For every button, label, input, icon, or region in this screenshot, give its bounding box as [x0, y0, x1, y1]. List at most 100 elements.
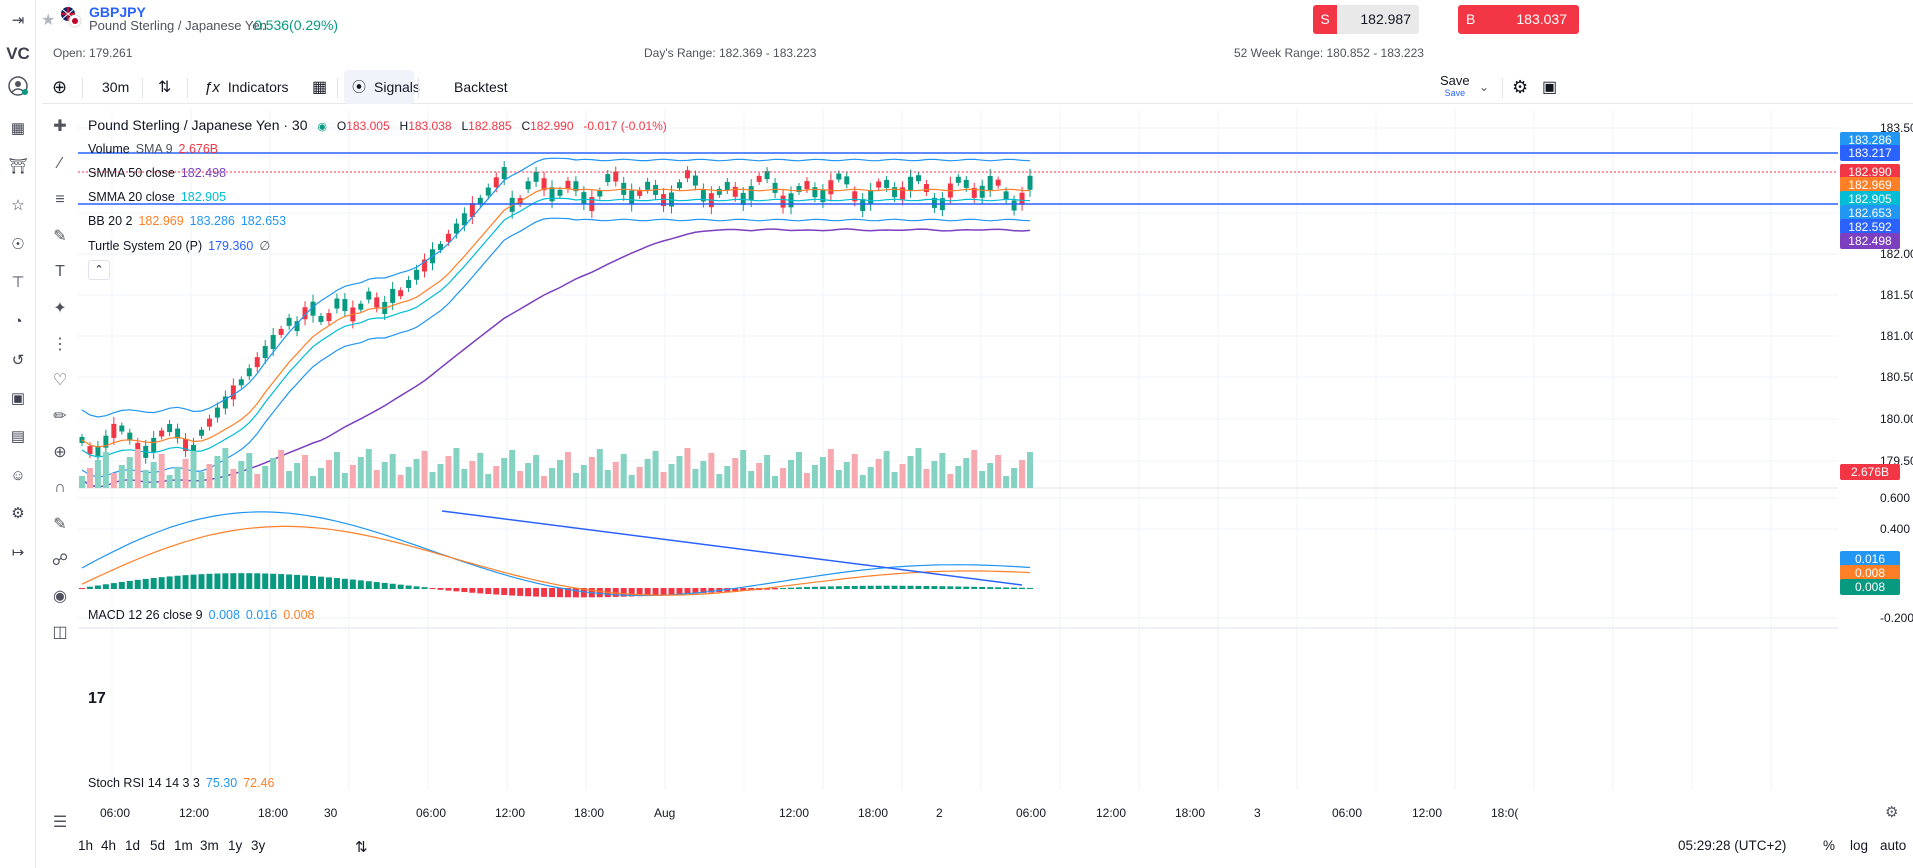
history-icon[interactable]: ↺ [11, 352, 25, 369]
range-button-1y[interactable]: 1y [228, 838, 243, 853]
wallet-icon[interactable]: ▤ [10, 428, 26, 445]
macd-hist-bar [1011, 587, 1018, 589]
range-button-1m[interactable]: 1m [174, 838, 193, 853]
macd-hist-bar [238, 573, 245, 589]
bank-icon[interactable]: ⛩ [8, 158, 28, 175]
price-axis[interactable]: 183.500 182.000 181.500 181.000 180.500 180.0… [1840, 110, 1913, 790]
pattern-icon[interactable]: ✦ [53, 300, 67, 317]
range-button-3y[interactable]: 3y [251, 838, 266, 853]
signals-button[interactable]: ⦿ Signals [344, 70, 420, 104]
star-icon[interactable]: ☆ [11, 197, 25, 214]
ruler-icon[interactable]: ✏ [53, 408, 67, 425]
favorite-star-icon[interactable]: ★ [41, 12, 56, 29]
volume-bar [748, 471, 755, 488]
document-icon[interactable]: ▣ [10, 390, 26, 407]
trash-icon[interactable]: ◫ [52, 624, 68, 641]
add-symbol-icon[interactable]: ⊕ [52, 76, 68, 97]
search-user-icon[interactable]: ☉ [11, 236, 25, 253]
settings-gear-icon[interactable]: ⚙ [1885, 804, 1899, 821]
macd-hist-bar [803, 587, 810, 589]
dashboard-icon[interactable]: ▦ [10, 120, 26, 137]
gear-icon[interactable]: ⚙ [1512, 76, 1529, 97]
volume-bar [644, 459, 651, 488]
volume-bar [971, 450, 978, 488]
layers-icon[interactable]: ☰ [52, 814, 68, 831]
horizontal-lines-icon[interactable]: ≡ [55, 191, 65, 208]
macd-axis-label: 0.600 [1880, 491, 1911, 505]
candle-body [836, 173, 842, 180]
candle-body [533, 171, 539, 182]
signal-wave-icon: ⦿ [352, 79, 366, 95]
volume-bar [572, 473, 579, 488]
lock-icon[interactable]: ☍ [51, 552, 69, 569]
macd-hist-bar [859, 585, 866, 589]
auto-toggle[interactable]: auto [1880, 838, 1907, 853]
profile-avatar-icon[interactable] [6, 74, 30, 98]
range-button-1d[interactable]: 1d [125, 838, 141, 853]
magnet-icon[interactable]: ∩ [54, 479, 66, 496]
volume-bar [883, 451, 890, 488]
symbol-ticker[interactable]: GBPJPY [89, 4, 146, 20]
templates-icon[interactable]: ▦ [312, 79, 328, 96]
range-button-3m[interactable]: 3m [200, 838, 219, 853]
range-button-4h[interactable]: 4h [101, 838, 117, 853]
range-button-5d[interactable]: 5d [150, 838, 166, 853]
legend-volume[interactable]: Volume SMA 9 2.676B [88, 142, 224, 156]
deposit-icon[interactable]: ⊤ [11, 274, 25, 291]
candle-body [1003, 191, 1009, 200]
heart-icon[interactable]: ♡ [52, 372, 68, 389]
candle-body [422, 259, 428, 272]
price-chart-canvas[interactable] [78, 110, 1838, 790]
eye-icon[interactable]: ◉ [53, 588, 67, 605]
volume-bar [262, 466, 269, 488]
buy-button[interactable]: B 183.037 [1458, 5, 1579, 34]
zoom-in-icon[interactable]: ⊕ [53, 444, 67, 461]
volume-bar [94, 460, 101, 488]
macd-hist-bar [612, 588, 619, 597]
percent-toggle[interactable]: % [1823, 838, 1836, 853]
collapse-arrow-icon[interactable]: ⇥ [11, 12, 25, 29]
chart-area[interactable]: Pound Sterling / Japanese Yen · 30 ◉ O18… [78, 110, 1838, 790]
macd-hist-bar [310, 576, 317, 589]
logout-icon[interactable]: ↦ [11, 544, 25, 561]
candle-body [844, 176, 850, 185]
candle-type-icon[interactable]: ⇅ [158, 79, 172, 96]
volume-bar [485, 474, 492, 488]
text-icon[interactable]: T [55, 263, 65, 280]
interval-button[interactable]: 30m [102, 79, 130, 95]
collapse-legend-button[interactable]: ⌃ [88, 260, 110, 280]
legend-macd[interactable]: MACD 12 26 close 9 0.008 0.016 0.008 [88, 608, 320, 622]
clock-display[interactable]: 05:29:28 (UTC+2) [1678, 838, 1787, 853]
legend-bb[interactable]: BB 20 2 182.969 183.286 182.653 [88, 214, 292, 228]
log-toggle[interactable]: log [1850, 838, 1869, 853]
brand-logo[interactable]: VC [6, 44, 30, 63]
macd-hist-bar [939, 586, 946, 589]
volume-bar [780, 468, 787, 488]
macd-hist-bar [150, 578, 157, 589]
pencil-icon[interactable]: ✎ [53, 516, 67, 533]
time-axis[interactable]: 06:00 12:00 18:00 30 06:00 12:00 18:00 Aug 12:00… [78, 800, 1913, 826]
legend-smma50[interactable]: SMMA 50 close 182.498 [88, 166, 232, 180]
indicators-button[interactable]: ƒx Indicators [204, 70, 289, 104]
range-button-1h[interactable]: 1h [78, 838, 94, 853]
macd-hist-bar [676, 588, 683, 595]
save-button[interactable]: Save Save [1440, 70, 1470, 104]
crosshair-icon[interactable]: ✚ [53, 118, 67, 135]
fib-icon[interactable]: ⋮ [52, 336, 68, 353]
time-axis-label: 06:00 [1332, 806, 1363, 820]
backtest-button[interactable]: Backtest [454, 79, 508, 95]
user-icon[interactable]: ☺ [10, 466, 26, 484]
macd-hist-bar [493, 588, 500, 595]
pie-chart-icon[interactable]: ◔ [13, 312, 23, 330]
camera-icon[interactable]: ▣ [1542, 79, 1558, 96]
trendline-icon[interactable]: ∕ [58, 155, 62, 172]
sell-button[interactable]: S 182.987 [1313, 5, 1545, 34]
macd-hist-bar [501, 588, 508, 596]
legend-stoch[interactable]: Stoch RSI 14 14 3 3 75.30 72.46 [88, 776, 280, 790]
legend-turtle[interactable]: Turtle System 20 (P) 179.360 ∅ [88, 238, 276, 253]
date-range-icon[interactable]: ⇅ [355, 839, 368, 856]
brush-icon[interactable]: ✎ [53, 228, 67, 245]
legend-smma20[interactable]: SMMA 20 close 182.905 [88, 190, 232, 204]
chevron-down-icon[interactable]: ⌄ [1479, 80, 1490, 94]
gear-icon[interactable]: ⚙ [11, 505, 25, 522]
